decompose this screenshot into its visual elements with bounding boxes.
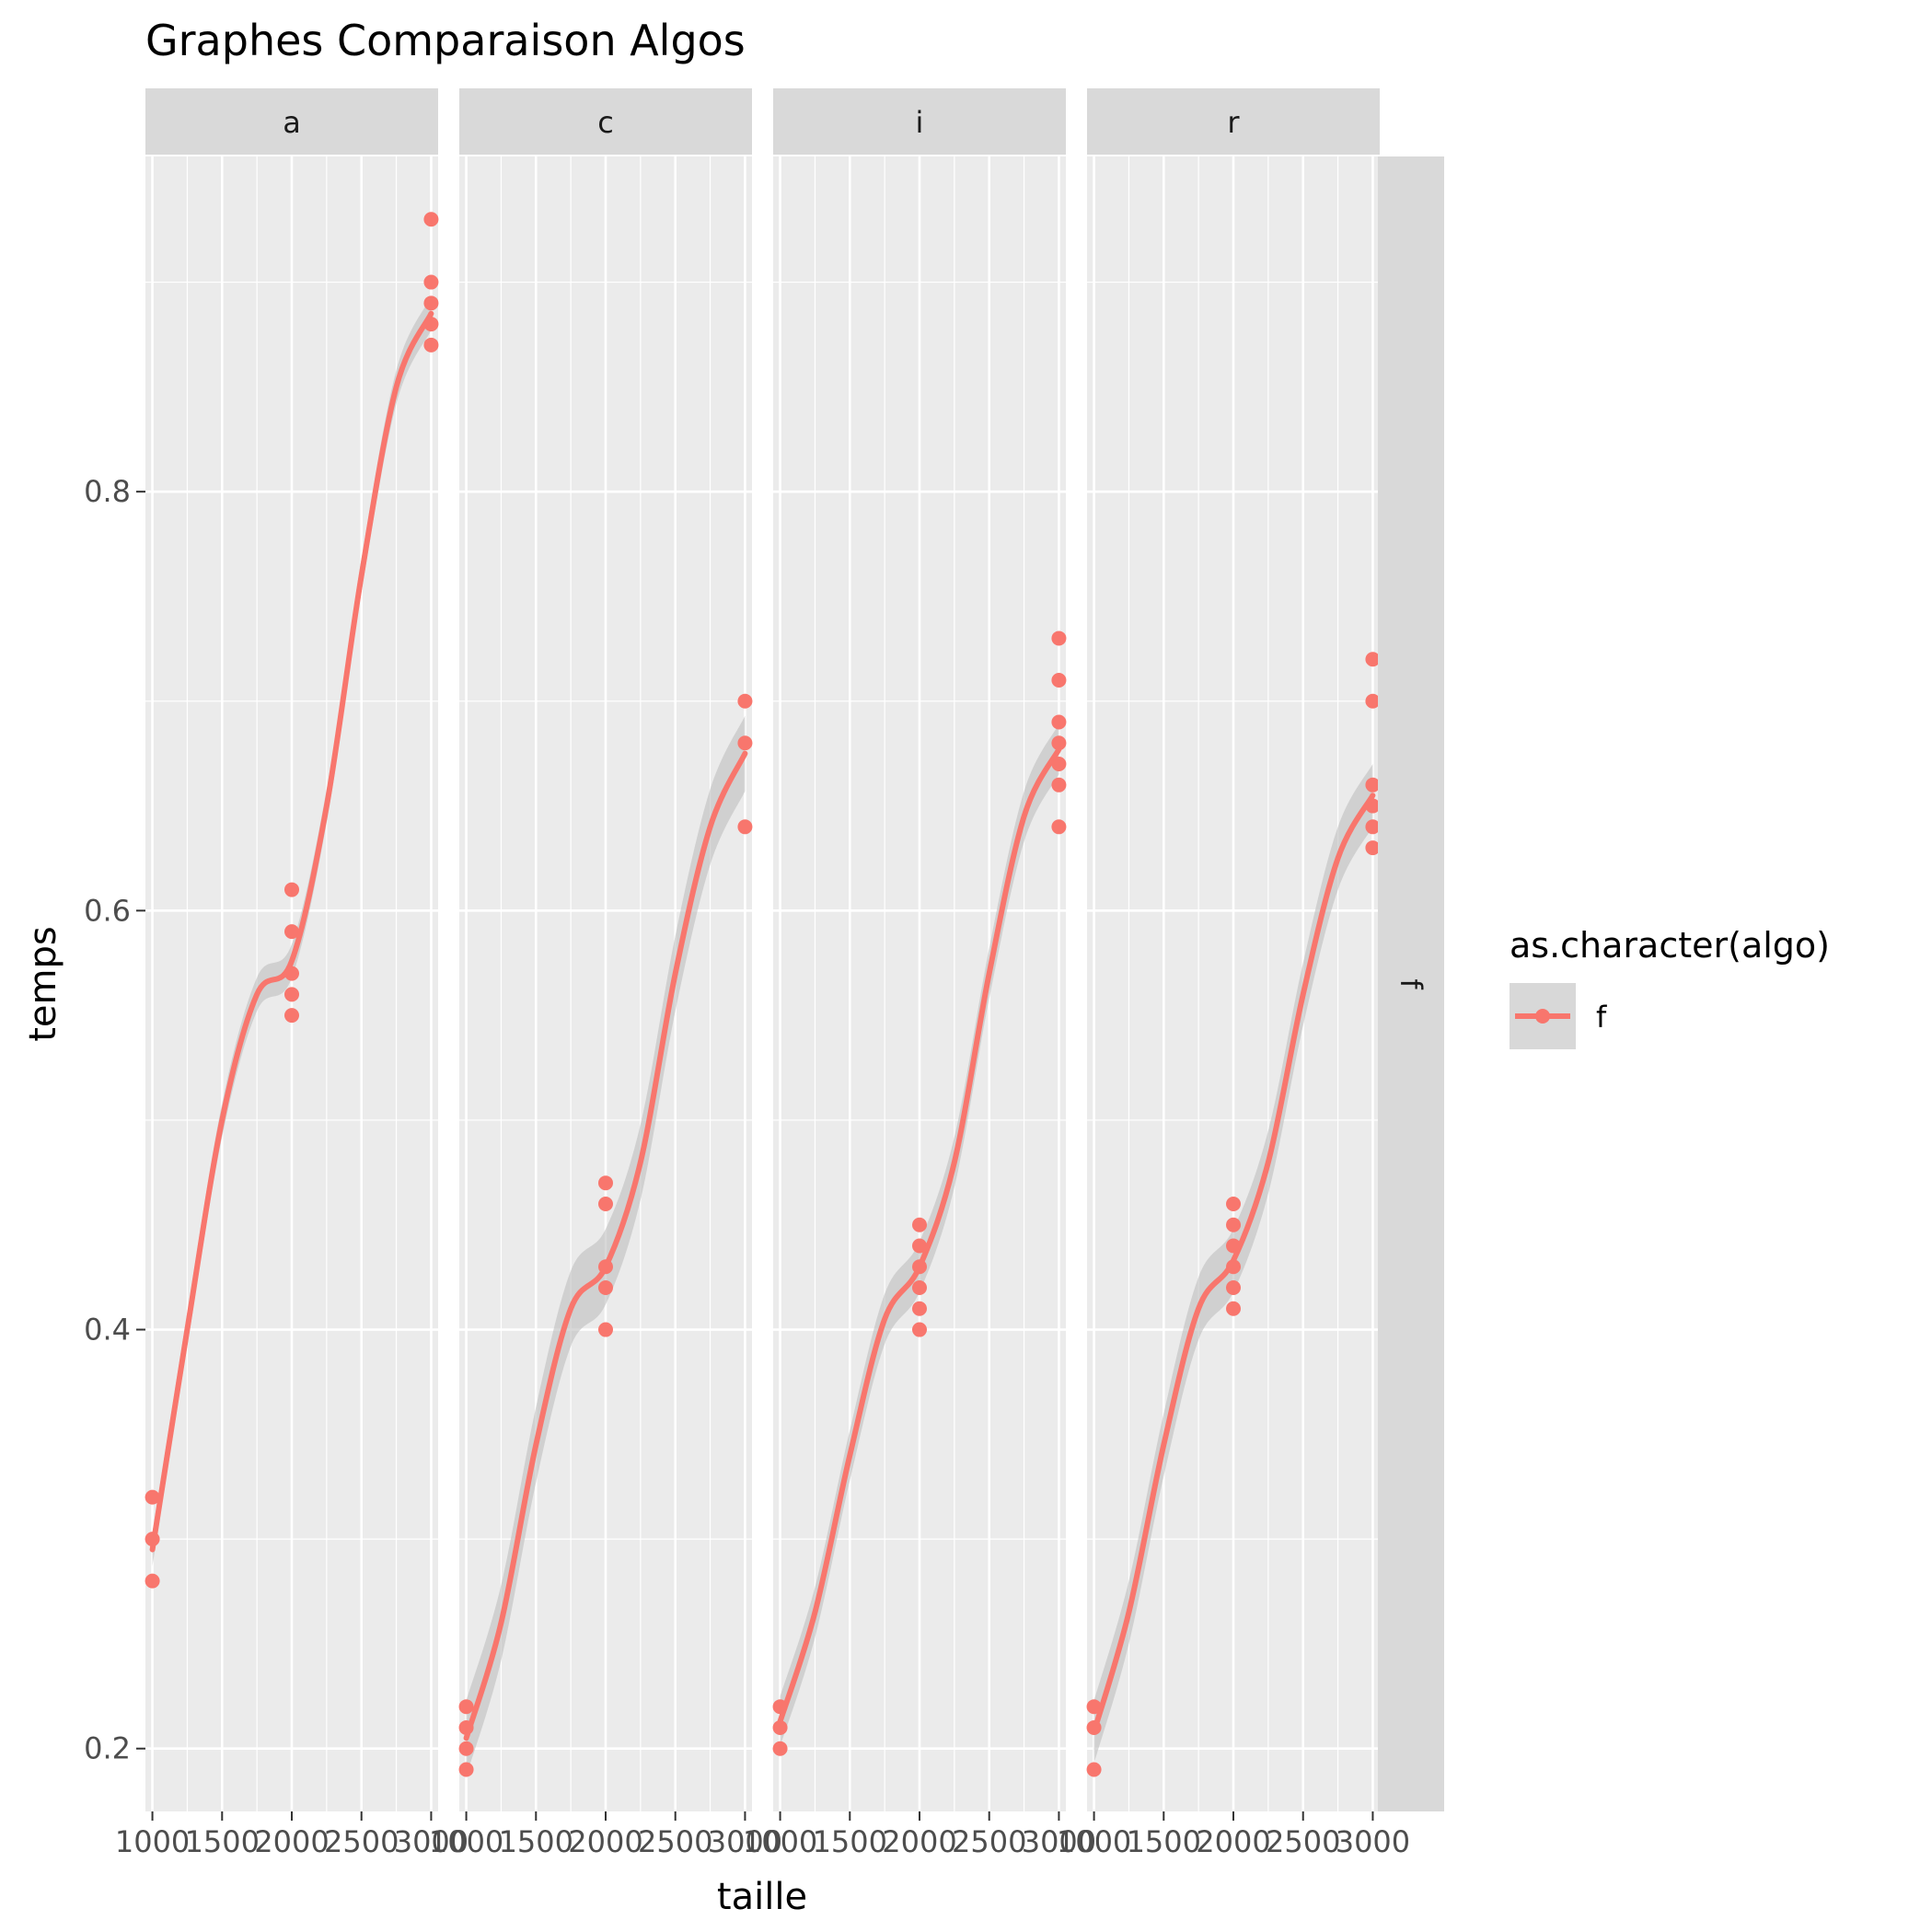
data-point — [912, 1322, 927, 1337]
legend-title: as.character(algo) — [1510, 925, 1830, 966]
data-point — [1051, 777, 1067, 792]
data-point — [1051, 631, 1067, 646]
data-point — [1226, 1196, 1241, 1211]
data-point — [737, 693, 753, 709]
smooth-line — [1091, 792, 1376, 1735]
data-point — [772, 1741, 788, 1756]
data-point — [1365, 693, 1381, 709]
x-tick-label: 3000 — [708, 1824, 782, 1859]
x-tick-label: 2000 — [882, 1824, 956, 1859]
x-tick-label: 1000 — [115, 1824, 190, 1859]
data-point — [598, 1280, 613, 1296]
facet-panel-c: c — [458, 88, 753, 1811]
data-point — [912, 1301, 927, 1316]
data-point — [1365, 777, 1381, 792]
x-tick-label: 1000 — [743, 1824, 817, 1859]
y-tick-label: 0.8 — [84, 474, 131, 509]
data-point — [1051, 714, 1067, 730]
x-tick-label: 3000 — [394, 1824, 469, 1859]
legend-key-point — [1535, 1009, 1550, 1024]
x-tick-label: 1500 — [499, 1824, 573, 1859]
x-tick-label: 1500 — [1127, 1824, 1201, 1859]
x-tick-label: 1000 — [1057, 1824, 1131, 1859]
facet-strip — [145, 88, 438, 155]
y-tick-label: 0.2 — [84, 1731, 131, 1766]
data-point — [912, 1280, 927, 1296]
data-point — [1051, 819, 1067, 835]
y-tick-label: 0.4 — [84, 1313, 131, 1348]
data-point — [145, 1573, 160, 1589]
smooth-line — [463, 750, 748, 1741]
data-point — [423, 295, 439, 311]
data-point — [284, 882, 299, 897]
y-axis-label: temps — [22, 926, 64, 1042]
data-point — [1051, 672, 1067, 688]
x-axis-label: taille — [717, 1876, 807, 1918]
facet-strip-label: c — [597, 105, 614, 140]
data-point — [284, 987, 299, 1002]
legend-entry-label: f — [1596, 1000, 1607, 1035]
data-point — [1226, 1217, 1241, 1232]
facet-row-strip-label: f — [1394, 978, 1429, 989]
data-point — [458, 1762, 474, 1777]
data-point — [598, 1322, 613, 1337]
data-point — [284, 1008, 299, 1024]
facet-strip-label: a — [283, 105, 301, 140]
data-point — [145, 1489, 160, 1505]
data-point — [1086, 1762, 1102, 1777]
legend: as.character(algo) f — [1510, 925, 1830, 1049]
x-tick-label: 2500 — [952, 1824, 1026, 1859]
facet-strip-label: r — [1227, 105, 1240, 140]
x-tick-label: 2000 — [568, 1824, 642, 1859]
data-point — [598, 1175, 613, 1191]
data-point — [737, 819, 753, 835]
data-point — [1365, 819, 1381, 835]
x-tick-label: 3000 — [1336, 1824, 1410, 1859]
x-tick-label: 2500 — [638, 1824, 712, 1859]
x-tick-label: 1500 — [813, 1824, 887, 1859]
data-point — [912, 1217, 927, 1232]
facet-panels: a c i r f — [145, 88, 1444, 1811]
data-point — [423, 274, 439, 290]
facet-strip — [773, 88, 1066, 155]
x-tick-label: 2000 — [254, 1824, 329, 1859]
facet-panel-r: r — [1086, 88, 1381, 1811]
chart-title: Graphes Comparaison Algos — [145, 16, 746, 65]
facet-panel-a: a — [145, 88, 439, 1811]
data-point — [1086, 1699, 1102, 1715]
data-point — [1226, 1280, 1241, 1296]
axes: 1000150020002500300010001500200025003000… — [84, 474, 1410, 1859]
data-point — [423, 337, 439, 353]
smooth-line — [777, 746, 1062, 1725]
x-tick-label: 2500 — [324, 1824, 399, 1859]
data-point — [458, 1741, 474, 1756]
facet-strip — [459, 88, 752, 155]
x-tick-label: 3000 — [1022, 1824, 1096, 1859]
data-point — [423, 212, 439, 227]
data-point — [1365, 840, 1381, 856]
x-tick-label: 2500 — [1266, 1824, 1340, 1859]
data-point — [458, 1699, 474, 1715]
data-point — [284, 924, 299, 940]
data-point — [1365, 652, 1381, 667]
data-point — [1226, 1301, 1241, 1316]
smooth-line — [149, 310, 434, 1553]
data-point — [1051, 735, 1067, 751]
facet-row-strip — [1378, 156, 1444, 1811]
data-point — [598, 1196, 613, 1211]
x-tick-label: 1000 — [429, 1824, 503, 1859]
facet-strip — [1087, 88, 1380, 155]
data-point — [912, 1238, 927, 1254]
x-tick-label: 1500 — [185, 1824, 260, 1859]
data-point — [737, 735, 753, 751]
x-tick-label: 2000 — [1196, 1824, 1270, 1859]
facet-panel-i: i — [772, 88, 1067, 1811]
data-point — [772, 1719, 788, 1735]
y-tick-label: 0.6 — [84, 893, 131, 928]
facet-strip-label: i — [916, 105, 924, 140]
